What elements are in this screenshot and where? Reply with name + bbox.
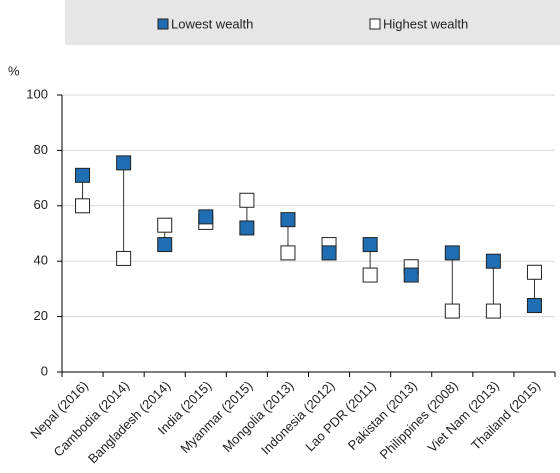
legend-label: Highest wealth (383, 16, 468, 31)
marker (75, 198, 91, 214)
marker (321, 245, 337, 261)
x-tick-label: Mongolia (2013) (219, 378, 296, 455)
marker (198, 209, 214, 225)
legend-background (65, 0, 560, 45)
x-tick-label: Myanmar (2015) (177, 378, 255, 456)
marker (485, 253, 501, 269)
y-tick-label: 100 (26, 86, 48, 101)
marker (116, 155, 132, 171)
marker (362, 267, 378, 283)
marker (75, 167, 91, 183)
marker (157, 237, 173, 253)
marker (239, 192, 255, 208)
marker (444, 303, 460, 319)
marker (444, 245, 460, 261)
marker (280, 245, 296, 261)
x-tick-label: Cambodia (2014) (51, 378, 133, 460)
marker (362, 237, 378, 253)
legend-label: Lowest wealth (171, 16, 253, 31)
marker (116, 250, 132, 266)
x-tick-label: Viet Nam (2013) (425, 378, 502, 455)
legend-swatch (369, 18, 381, 30)
marker (403, 267, 419, 283)
legend-swatch (157, 18, 169, 30)
y-tick-label: 20 (34, 308, 48, 323)
marker (526, 264, 542, 280)
x-tick-label: Indonesia (2012) (258, 378, 338, 458)
marker (485, 303, 501, 319)
y-tick-label: 80 (34, 142, 48, 157)
marker (280, 212, 296, 228)
x-tick-label: Lao PDR (2011) (302, 378, 378, 454)
marker (526, 298, 542, 314)
marker (239, 220, 255, 236)
y-tick-label: 40 (34, 253, 48, 268)
y-tick-label: 0 (41, 363, 48, 378)
y-tick-label: 60 (34, 197, 48, 212)
y-axis-label: % (8, 63, 20, 78)
marker (157, 217, 173, 233)
